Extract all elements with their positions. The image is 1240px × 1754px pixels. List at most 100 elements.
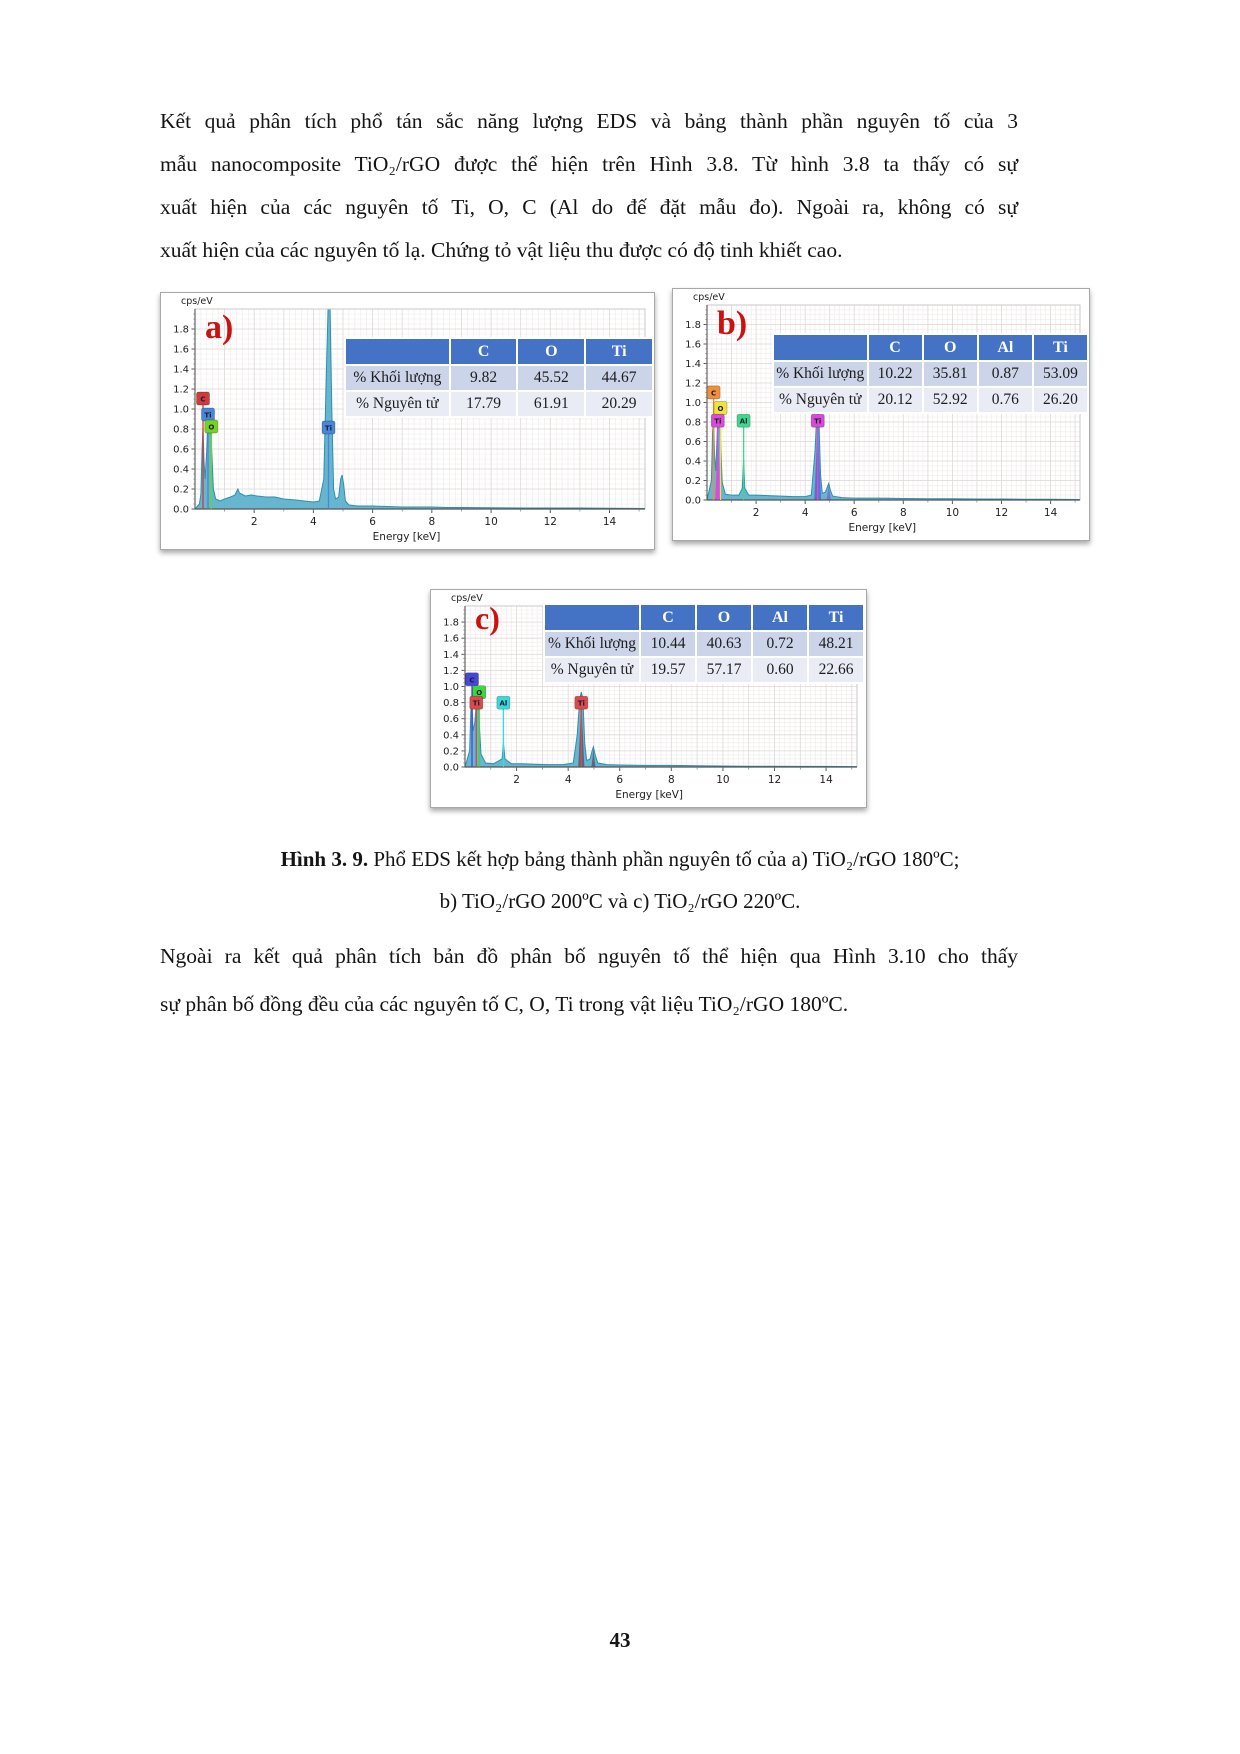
y-unit-label: cps/eV bbox=[451, 593, 483, 604]
composition-col-header: Ti bbox=[1031, 333, 1090, 362]
composition-value: 20.29 bbox=[584, 390, 654, 418]
panel-label: c) bbox=[475, 600, 500, 636]
svg-text:14: 14 bbox=[603, 516, 617, 528]
composition-value: 44.67 bbox=[584, 364, 654, 392]
svg-text:0.4: 0.4 bbox=[173, 465, 189, 476]
y-unit-label: cps/eV bbox=[181, 296, 213, 307]
x-axis-label: Energy [keV] bbox=[373, 531, 441, 543]
axis-ticks: 0.0 0.2 0.4 0.6 0.8 1.0 1.2 1.4 1.6 1.8 2 4 6 8 10 12 14 bbox=[443, 609, 853, 786]
y-unit-label: cps/eV bbox=[693, 292, 725, 303]
svg-text:0.4: 0.4 bbox=[685, 457, 701, 468]
svg-text:Ti: Ti bbox=[578, 700, 585, 708]
composition-value: 0.87 bbox=[976, 360, 1034, 388]
svg-text:1.4: 1.4 bbox=[685, 359, 701, 370]
svg-text:6: 6 bbox=[851, 507, 858, 519]
composition-row-label: % Nguyên tử bbox=[772, 386, 869, 414]
svg-text:12: 12 bbox=[768, 774, 781, 786]
x-axis-label: Energy [keV] bbox=[615, 789, 683, 801]
element-markers: C Ti O Ti bbox=[196, 391, 336, 509]
svg-text:1.4: 1.4 bbox=[443, 650, 459, 661]
page-number: 43 bbox=[609, 1628, 631, 1652]
composition-row-label: % Khối lượng bbox=[344, 364, 451, 392]
svg-text:8: 8 bbox=[668, 774, 675, 786]
svg-text:0.2: 0.2 bbox=[173, 485, 189, 496]
svg-text:8: 8 bbox=[900, 507, 907, 519]
svg-text:Ti: Ti bbox=[714, 418, 721, 426]
element-marker-chip: Ti bbox=[469, 695, 484, 710]
composition-value: 22.66 bbox=[807, 656, 865, 684]
composition-value: 20.12 bbox=[866, 386, 924, 414]
figure-caption-label: Hình 3. 9. bbox=[280, 847, 369, 871]
composition-value: 53.09 bbox=[1031, 360, 1090, 388]
paragraph-bottom: Ngoài ra kết quả phân tích bản đồ phân b… bbox=[160, 932, 1018, 1028]
svg-text:0.2: 0.2 bbox=[685, 476, 701, 487]
composition-row-label: % Nguyên tử bbox=[344, 390, 451, 418]
svg-text:1.8: 1.8 bbox=[173, 325, 189, 336]
element-marker-chip: Ti bbox=[574, 695, 589, 710]
panel-label: a) bbox=[205, 309, 234, 346]
composition-col-header: O bbox=[921, 333, 979, 362]
text-line: xuất hiện của các nguyên tố Ti, O, C (Al… bbox=[160, 195, 1018, 219]
svg-text:Al: Al bbox=[740, 418, 748, 426]
svg-text:2: 2 bbox=[753, 507, 760, 519]
element-marker-chip: Al bbox=[736, 413, 751, 428]
svg-text:4: 4 bbox=[802, 507, 809, 519]
svg-text:C: C bbox=[200, 396, 205, 404]
composition-value: 40.63 bbox=[695, 630, 753, 658]
composition-row-label: % Nguyên tử bbox=[543, 656, 641, 684]
composition-value: 10.22 bbox=[866, 360, 924, 388]
svg-text:1.2: 1.2 bbox=[173, 385, 189, 396]
composition-value: 0.60 bbox=[751, 656, 809, 684]
element-marker-chip: Al bbox=[496, 695, 511, 710]
element-marker-chip: C bbox=[706, 385, 721, 400]
svg-text:2: 2 bbox=[513, 774, 520, 786]
svg-text:1.6: 1.6 bbox=[685, 340, 701, 351]
svg-text:1.0: 1.0 bbox=[173, 405, 189, 416]
figure-caption: Hình 3. 9. Phổ EDS kết hợp bảng thành ph… bbox=[0, 838, 1240, 922]
svg-text:0.0: 0.0 bbox=[173, 505, 189, 516]
eds-chart-panel-b: 0.0 0.2 0.4 0.6 0.8 1.0 1.2 1.4 1.6 1.8 2 4 6 8 10 12 14… bbox=[672, 288, 1090, 541]
svg-text:4: 4 bbox=[565, 774, 572, 786]
svg-text:6: 6 bbox=[369, 516, 376, 528]
svg-text:12: 12 bbox=[995, 507, 1008, 519]
composition-table: C O Al Ti % Khối lượng 10.44 40.63 0.72 48.21 % N… bbox=[543, 603, 865, 684]
composition-col-header: O bbox=[695, 603, 753, 632]
text-line: Ngoài ra kết quả phân tích bản đồ phân b… bbox=[160, 944, 1018, 968]
element-marker-chip: O bbox=[204, 419, 219, 434]
element-marker-chip: Ti bbox=[201, 407, 215, 422]
svg-text:O: O bbox=[208, 424, 214, 432]
svg-text:1.0: 1.0 bbox=[443, 682, 459, 693]
figure-caption-line1: Hình 3. 9. Phổ EDS kết hợp bảng thành ph… bbox=[0, 838, 1240, 880]
svg-text:0.0: 0.0 bbox=[685, 496, 701, 507]
composition-row-label: % Khối lượng bbox=[772, 360, 869, 388]
eds-spectrum-svg: 0.0 0.2 0.4 0.6 0.8 1.0 1.2 1.4 1.6 1.8 2 4 6 8 10 12 14… bbox=[173, 296, 646, 543]
svg-text:10: 10 bbox=[484, 516, 497, 528]
composition-value: 35.81 bbox=[921, 360, 979, 388]
svg-text:O: O bbox=[718, 405, 724, 413]
text-line: sự phân bố đồng đều của các nguyên tố C,… bbox=[160, 992, 849, 1016]
svg-text:1.2: 1.2 bbox=[685, 379, 701, 390]
svg-text:8: 8 bbox=[428, 516, 435, 528]
composition-col-header: C bbox=[639, 603, 697, 632]
svg-text:1.6: 1.6 bbox=[443, 634, 459, 645]
element-marker-chip: C bbox=[196, 391, 210, 406]
composition-value: 10.44 bbox=[639, 630, 697, 658]
svg-text:0.4: 0.4 bbox=[443, 730, 459, 741]
element-marker-chip: Ti bbox=[810, 413, 825, 428]
composition-col-header bbox=[543, 603, 641, 632]
svg-text:10: 10 bbox=[716, 774, 729, 786]
composition-value: 26.20 bbox=[1031, 386, 1090, 414]
composition-col-header bbox=[772, 333, 869, 362]
text-line: xuất hiện của các nguyên tố lạ. Chứng tỏ… bbox=[160, 238, 843, 262]
composition-col-header: Ti bbox=[584, 337, 654, 366]
svg-text:Al: Al bbox=[499, 700, 507, 708]
composition-col-header: Al bbox=[976, 333, 1034, 362]
eds-chart-panel-a: 0.0 0.2 0.4 0.6 0.8 1.0 1.2 1.4 1.6 1.8 2 4 6 8 10 12 14… bbox=[160, 292, 655, 550]
composition-value: 9.82 bbox=[448, 364, 519, 392]
svg-text:0.2: 0.2 bbox=[443, 746, 459, 757]
composition-table: C O Ti % Khối lượng 9.82 45.52 44.67 % Nguyên t… bbox=[344, 337, 654, 418]
x-axis-label: Energy [keV] bbox=[848, 522, 916, 534]
composition-value: 17.79 bbox=[448, 390, 519, 418]
composition-col-header: Ti bbox=[807, 603, 865, 632]
